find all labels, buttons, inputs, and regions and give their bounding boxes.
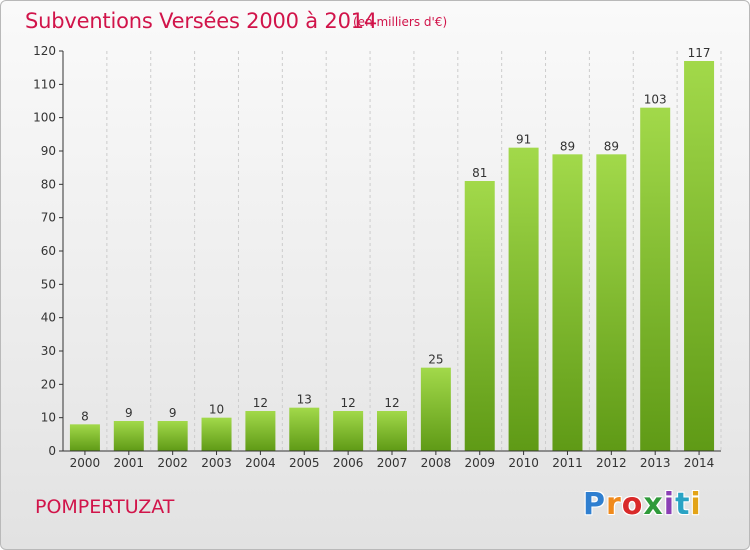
bar-2006[interactable]	[333, 411, 364, 451]
chart-unit-subtitle: (en milliers d'€)	[353, 15, 448, 29]
y-tick-label: 110	[33, 77, 56, 91]
bar-2014[interactable]	[684, 61, 715, 451]
value-label: 9	[169, 406, 177, 420]
x-tick-label: 2009	[464, 456, 495, 470]
bar-2005[interactable]	[289, 407, 320, 451]
y-tick-label: 0	[48, 444, 56, 458]
x-tick-label: 2013	[640, 456, 671, 470]
logo-letter: o	[621, 487, 644, 522]
logo-letter: r	[606, 487, 622, 522]
value-label: 13	[297, 393, 312, 407]
value-label: 117	[688, 46, 711, 60]
y-tick-label: 40	[41, 311, 56, 325]
x-tick-label: 2002	[157, 456, 188, 470]
proxiti-logo[interactable]: Proxiti	[583, 487, 702, 522]
commune-name: POMPERTUZAT	[35, 496, 175, 518]
value-label: 91	[516, 133, 531, 147]
bar-2002[interactable]	[157, 421, 188, 451]
x-tick-label: 2011	[552, 456, 583, 470]
y-tick-label: 50	[41, 277, 56, 291]
logo-letter: t	[675, 487, 691, 522]
x-tick-label: 2008	[421, 456, 452, 470]
bar-2012[interactable]	[596, 154, 627, 452]
y-tick-label: 70	[41, 211, 56, 225]
value-label: 81	[472, 166, 487, 180]
bar-2009[interactable]	[464, 181, 495, 451]
bar-2013[interactable]	[640, 107, 671, 452]
x-tick-label: 2001	[114, 456, 145, 470]
y-tick-label: 90	[41, 144, 56, 158]
chart-title: Subventions Versées 2000 à 2014	[25, 9, 378, 33]
logo-letter: i	[663, 487, 676, 522]
value-label: 10	[209, 403, 224, 417]
y-tick-label: 80	[41, 177, 56, 191]
bar-2007[interactable]	[377, 411, 407, 451]
x-tick-label: 2005	[289, 456, 320, 470]
value-label: 12	[340, 396, 355, 410]
value-label: 12	[253, 396, 268, 410]
logo-letter: i	[690, 487, 702, 522]
value-label: 25	[428, 353, 443, 367]
x-tick-label: 2006	[333, 456, 364, 470]
bar-2000[interactable]	[69, 424, 100, 451]
x-tick-label: 2010	[508, 456, 539, 470]
x-tick-label: 2014	[684, 456, 715, 470]
y-tick-label: 60	[41, 244, 56, 258]
value-label: 89	[560, 139, 575, 153]
bar-2004[interactable]	[245, 411, 276, 451]
value-label: 9	[125, 406, 133, 420]
value-label: 103	[644, 93, 667, 107]
x-tick-label: 2003	[201, 456, 232, 470]
value-label: 89	[604, 139, 619, 153]
bar-2003[interactable]	[201, 417, 232, 451]
x-tick-label: 2007	[377, 456, 408, 470]
bar-2010[interactable]	[508, 147, 539, 451]
y-tick-label: 120	[33, 44, 56, 58]
value-label: 12	[384, 396, 399, 410]
value-label: 8	[81, 409, 89, 423]
bar-2001[interactable]	[113, 421, 144, 451]
bar-2008[interactable]	[420, 367, 451, 451]
y-tick-label: 20	[41, 377, 56, 391]
logo-letter: x	[643, 487, 664, 522]
x-tick-label: 2004	[245, 456, 276, 470]
logo-letter: P	[583, 487, 606, 522]
bar-2011[interactable]	[552, 154, 583, 452]
x-tick-label: 2012	[596, 456, 627, 470]
y-tick-label: 30	[41, 344, 56, 358]
y-tick-label: 10	[41, 411, 56, 425]
y-tick-label: 100	[33, 111, 56, 125]
x-tick-label: 2000	[70, 456, 101, 470]
